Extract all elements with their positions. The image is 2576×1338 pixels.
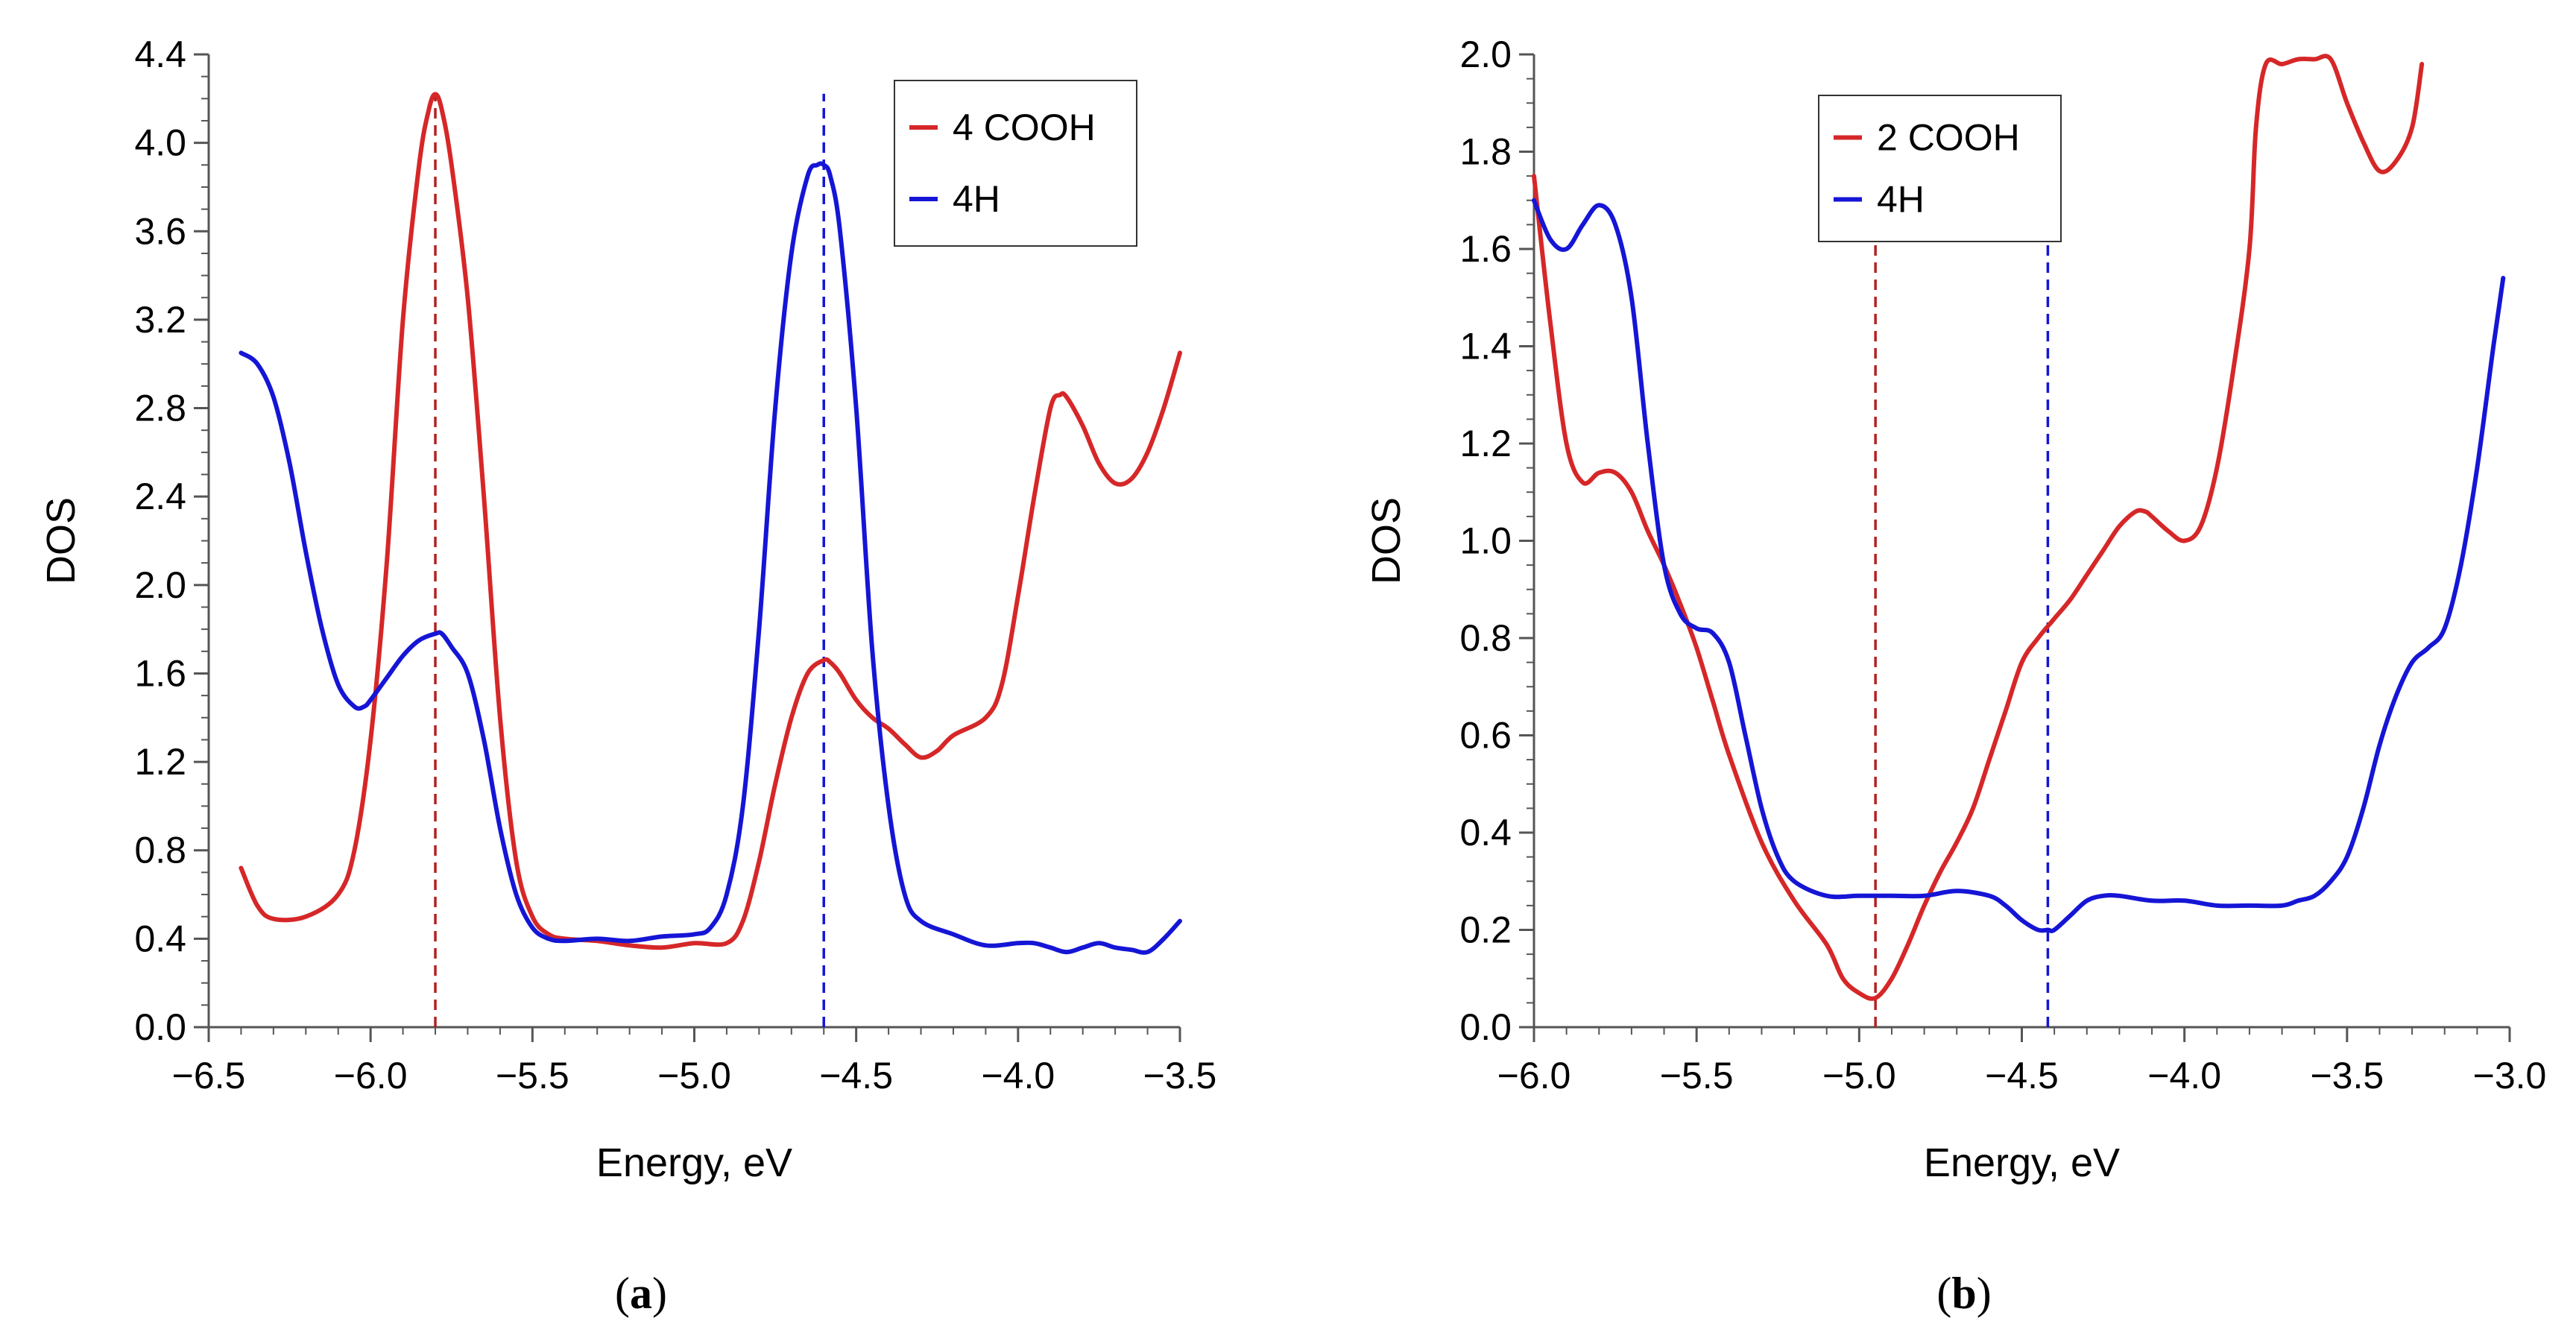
x-tick-label: −6.5	[172, 1055, 246, 1096]
y-axis-title: DOS	[39, 497, 83, 584]
x-tick-label: −4.0	[981, 1055, 1055, 1096]
y-tick-label: 2.4	[134, 476, 186, 517]
panel-b: 0.0 0.2 0.4 0.6 0.8 1.0 1.2 1.4 1.6 1.8 2.0 −6.0 −5.…	[1364, 34, 2546, 1318]
y-tick-label: 0.4	[134, 918, 186, 959]
y-tick-label: 2.0	[134, 564, 186, 606]
y-tick-label: 0.0	[134, 1006, 186, 1048]
y-tick-label: 1.8	[1459, 131, 1512, 173]
panel-caption: (b)	[1936, 1269, 1991, 1318]
y-tick-label: 1.6	[134, 652, 186, 694]
x-tick-label: −5.0	[1822, 1055, 1896, 1096]
series-line	[239, 92, 1182, 950]
y-tick-label: 3.6	[134, 210, 186, 252]
y-tick-label: 0.4	[1459, 812, 1512, 853]
legend-box	[894, 80, 1137, 247]
x-tick-label: −5.5	[496, 1055, 569, 1096]
y-tick-label: 1.6	[1459, 228, 1512, 270]
x-tick-label: −5.5	[1660, 1055, 1734, 1096]
legend-box	[1818, 95, 2062, 242]
legend-label: 4H	[953, 178, 1000, 220]
x-tick-label: −4.5	[819, 1055, 893, 1096]
y-tick-label: 0.0	[1459, 1006, 1512, 1048]
y-tick-label: 0.8	[134, 830, 186, 871]
x-tick-label: −4.5	[1985, 1055, 2059, 1096]
x-tick-label: −5.0	[657, 1055, 731, 1096]
panel-caption: (a)	[615, 1269, 667, 1318]
y-tick-label: 4.0	[134, 122, 186, 164]
y-tick-label: 1.2	[1459, 423, 1512, 464]
series-line	[1532, 54, 2425, 1001]
x-tick-label: −3.5	[1143, 1055, 1217, 1096]
series-line	[1532, 198, 2506, 933]
x-tick-label: −6.0	[334, 1055, 408, 1096]
y-tick-label: 0.2	[1459, 909, 1512, 951]
x-tick-label: −4.0	[2147, 1055, 2221, 1096]
y-tick-label: 1.4	[1459, 326, 1512, 367]
panel-a: 0.0 0.4 0.8 1.2 1.6 2.0 2.4 2.8 3.2 3.6 4.0 4.4 −6.5…	[39, 34, 1216, 1318]
x-tick-label: −3.0	[2473, 1055, 2547, 1096]
y-tick-label: 4.4	[134, 34, 186, 75]
legend-label: 4H	[1877, 179, 1925, 221]
y-tick-label: 1.0	[1459, 520, 1512, 562]
y-tick-label: 2.0	[1459, 34, 1512, 75]
x-tick-label: −3.5	[2310, 1055, 2384, 1096]
legend-label: 4 COOH	[953, 107, 1096, 148]
x-axis-title: Energy, eV	[1924, 1140, 2120, 1185]
series-line	[239, 161, 1182, 955]
y-tick-label: 3.2	[134, 299, 186, 341]
x-tick-label: −6.0	[1497, 1055, 1571, 1096]
y-axis-title: DOS	[1364, 497, 1409, 584]
y-tick-label: 0.8	[1459, 617, 1512, 659]
legend-label: 2 COOH	[1877, 117, 2020, 159]
x-axis-title: Energy, eV	[596, 1140, 792, 1185]
y-tick-label: 2.8	[134, 388, 186, 429]
y-tick-label: 0.6	[1459, 715, 1512, 757]
y-tick-label: 1.2	[134, 741, 186, 783]
